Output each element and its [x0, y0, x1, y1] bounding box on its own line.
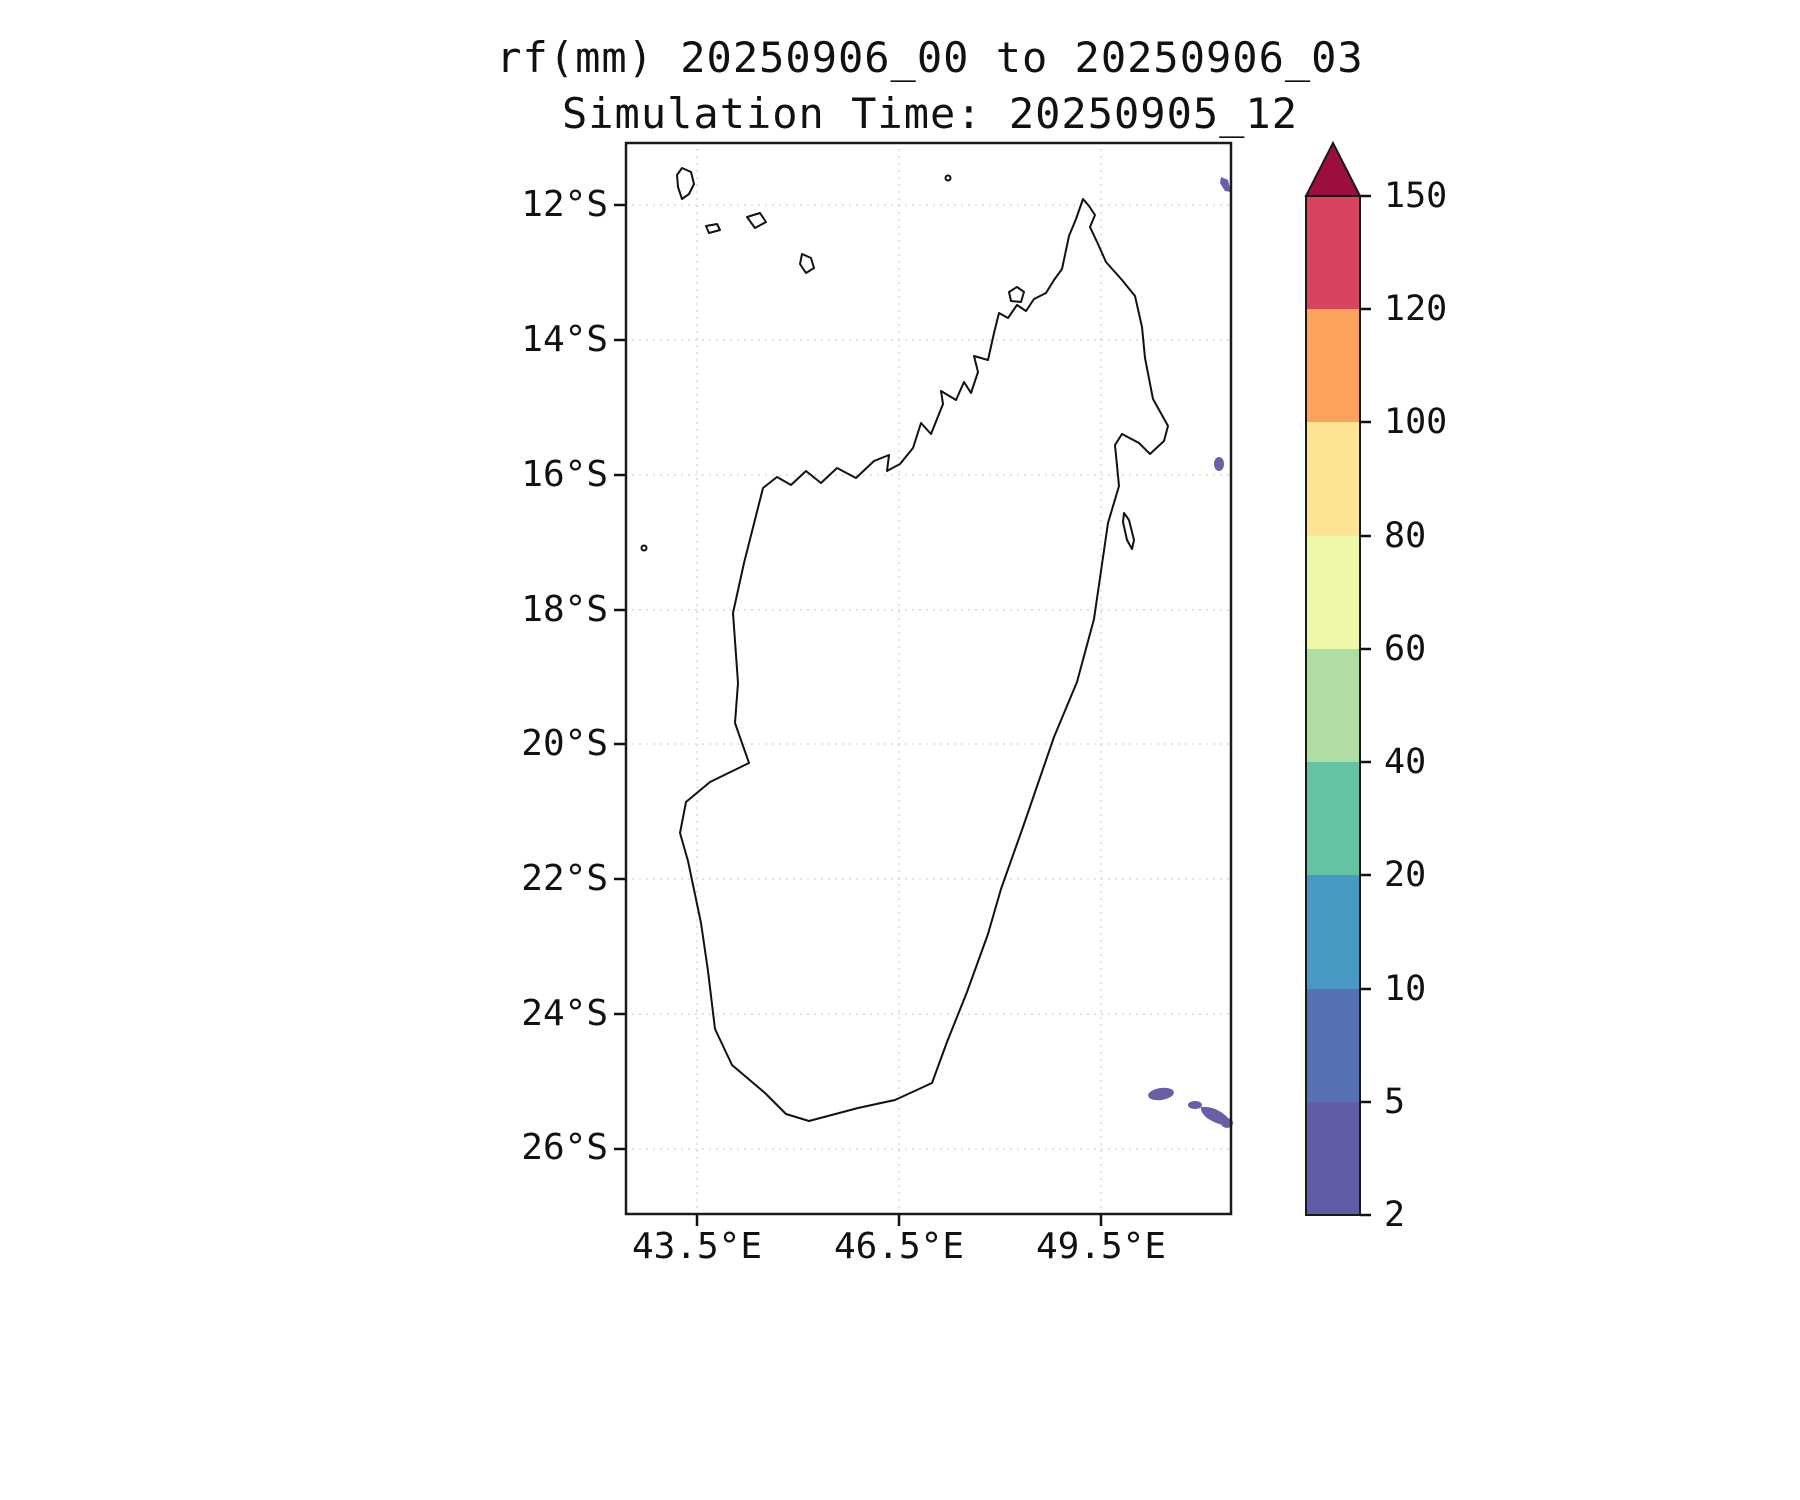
- xtick-label-43-5e: 43.5°E: [631, 1226, 763, 1267]
- colorbar-label-60: 60: [1384, 629, 1427, 669]
- xtick-label-46-5e: 46.5°E: [833, 1226, 965, 1267]
- axis-ticks: [614, 203, 1103, 1226]
- colorbar-segments: [1306, 196, 1360, 1215]
- island-nosy-be: [1008, 286, 1025, 303]
- island-sainte-marie: [1122, 512, 1135, 550]
- colorbar-segment-5-10: [1306, 989, 1360, 1102]
- colorbar-label-40: 40: [1384, 742, 1427, 782]
- rain-patch-northeast-edge: [1220, 177, 1231, 192]
- ytick-label-22s: 22°S: [521, 858, 608, 899]
- ytick-label-14s: 14°S: [521, 319, 608, 360]
- xtick-label-49-5e: 49.5°E: [1035, 1226, 1167, 1267]
- ytick-label-12s: 12°S: [521, 184, 608, 225]
- madagascar-coastline: [679, 198, 1169, 1122]
- colorbar-segment-20-40: [1306, 762, 1360, 876]
- figure-subtitle: Simulation Time: 20250905_12: [561, 89, 1298, 138]
- colorbar-label-120: 120: [1384, 289, 1448, 329]
- colorbar-segment-60-80: [1306, 536, 1360, 650]
- colorbar-label-150: 150: [1384, 176, 1448, 216]
- colorbar-label-20: 20: [1384, 855, 1427, 895]
- colorbar-tick-marks: [1360, 194, 1371, 1217]
- rain-patch-southeast-2: [1188, 1101, 1202, 1109]
- colorbar: [1304, 139, 1375, 1219]
- rainfall-patches: [1148, 177, 1233, 1128]
- colorbar-segment-40-60: [1306, 649, 1360, 763]
- rain-patch-southeast-1: [1148, 1087, 1174, 1101]
- colorbar-label-100: 100: [1384, 402, 1448, 442]
- map-plot-area: [614, 141, 1233, 1226]
- island-mayotte: [799, 253, 815, 274]
- colorbar-label-5: 5: [1384, 1082, 1406, 1122]
- island-moheli: [705, 223, 721, 234]
- colorbar-label-2: 2: [1384, 1195, 1406, 1235]
- figure-title: rf(mm) 20250906_00 to 20250906_03: [496, 33, 1364, 82]
- island-anjouan: [746, 212, 767, 229]
- ytick-label-18s: 18°S: [521, 589, 608, 630]
- colorbar-frame: [1305, 195, 1361, 1216]
- ytick-label-16s: 16°S: [521, 454, 608, 495]
- islet-north: [944, 174, 952, 182]
- colorbar-svg: [1304, 140, 1371, 1217]
- grid-lines: [625, 142, 1232, 1215]
- rain-patch-east-edge: [1214, 457, 1224, 471]
- ytick-label-26s: 26°S: [521, 1127, 608, 1168]
- colorbar-segment-10-20: [1306, 875, 1360, 989]
- colorbar-segment-100-120: [1306, 309, 1360, 423]
- colorbar-label-80: 80: [1384, 516, 1427, 556]
- colorbar-label-10: 10: [1384, 969, 1427, 1009]
- colorbar-segment-2-5: [1306, 1102, 1360, 1215]
- map-svg: [614, 141, 1233, 1226]
- ytick-label-20s: 20°S: [521, 723, 608, 764]
- ytick-label-24s: 24°S: [521, 993, 608, 1034]
- colorbar-over-arrow: [1304, 140, 1362, 197]
- colorbar-segment-120-150: [1306, 196, 1360, 310]
- colorbar-segment-80-100: [1306, 422, 1360, 536]
- coastlines: [640, 167, 1169, 1122]
- island-grande-comore: [676, 167, 695, 200]
- islet-west: [640, 544, 648, 552]
- axes-frame: [624, 141, 1233, 1216]
